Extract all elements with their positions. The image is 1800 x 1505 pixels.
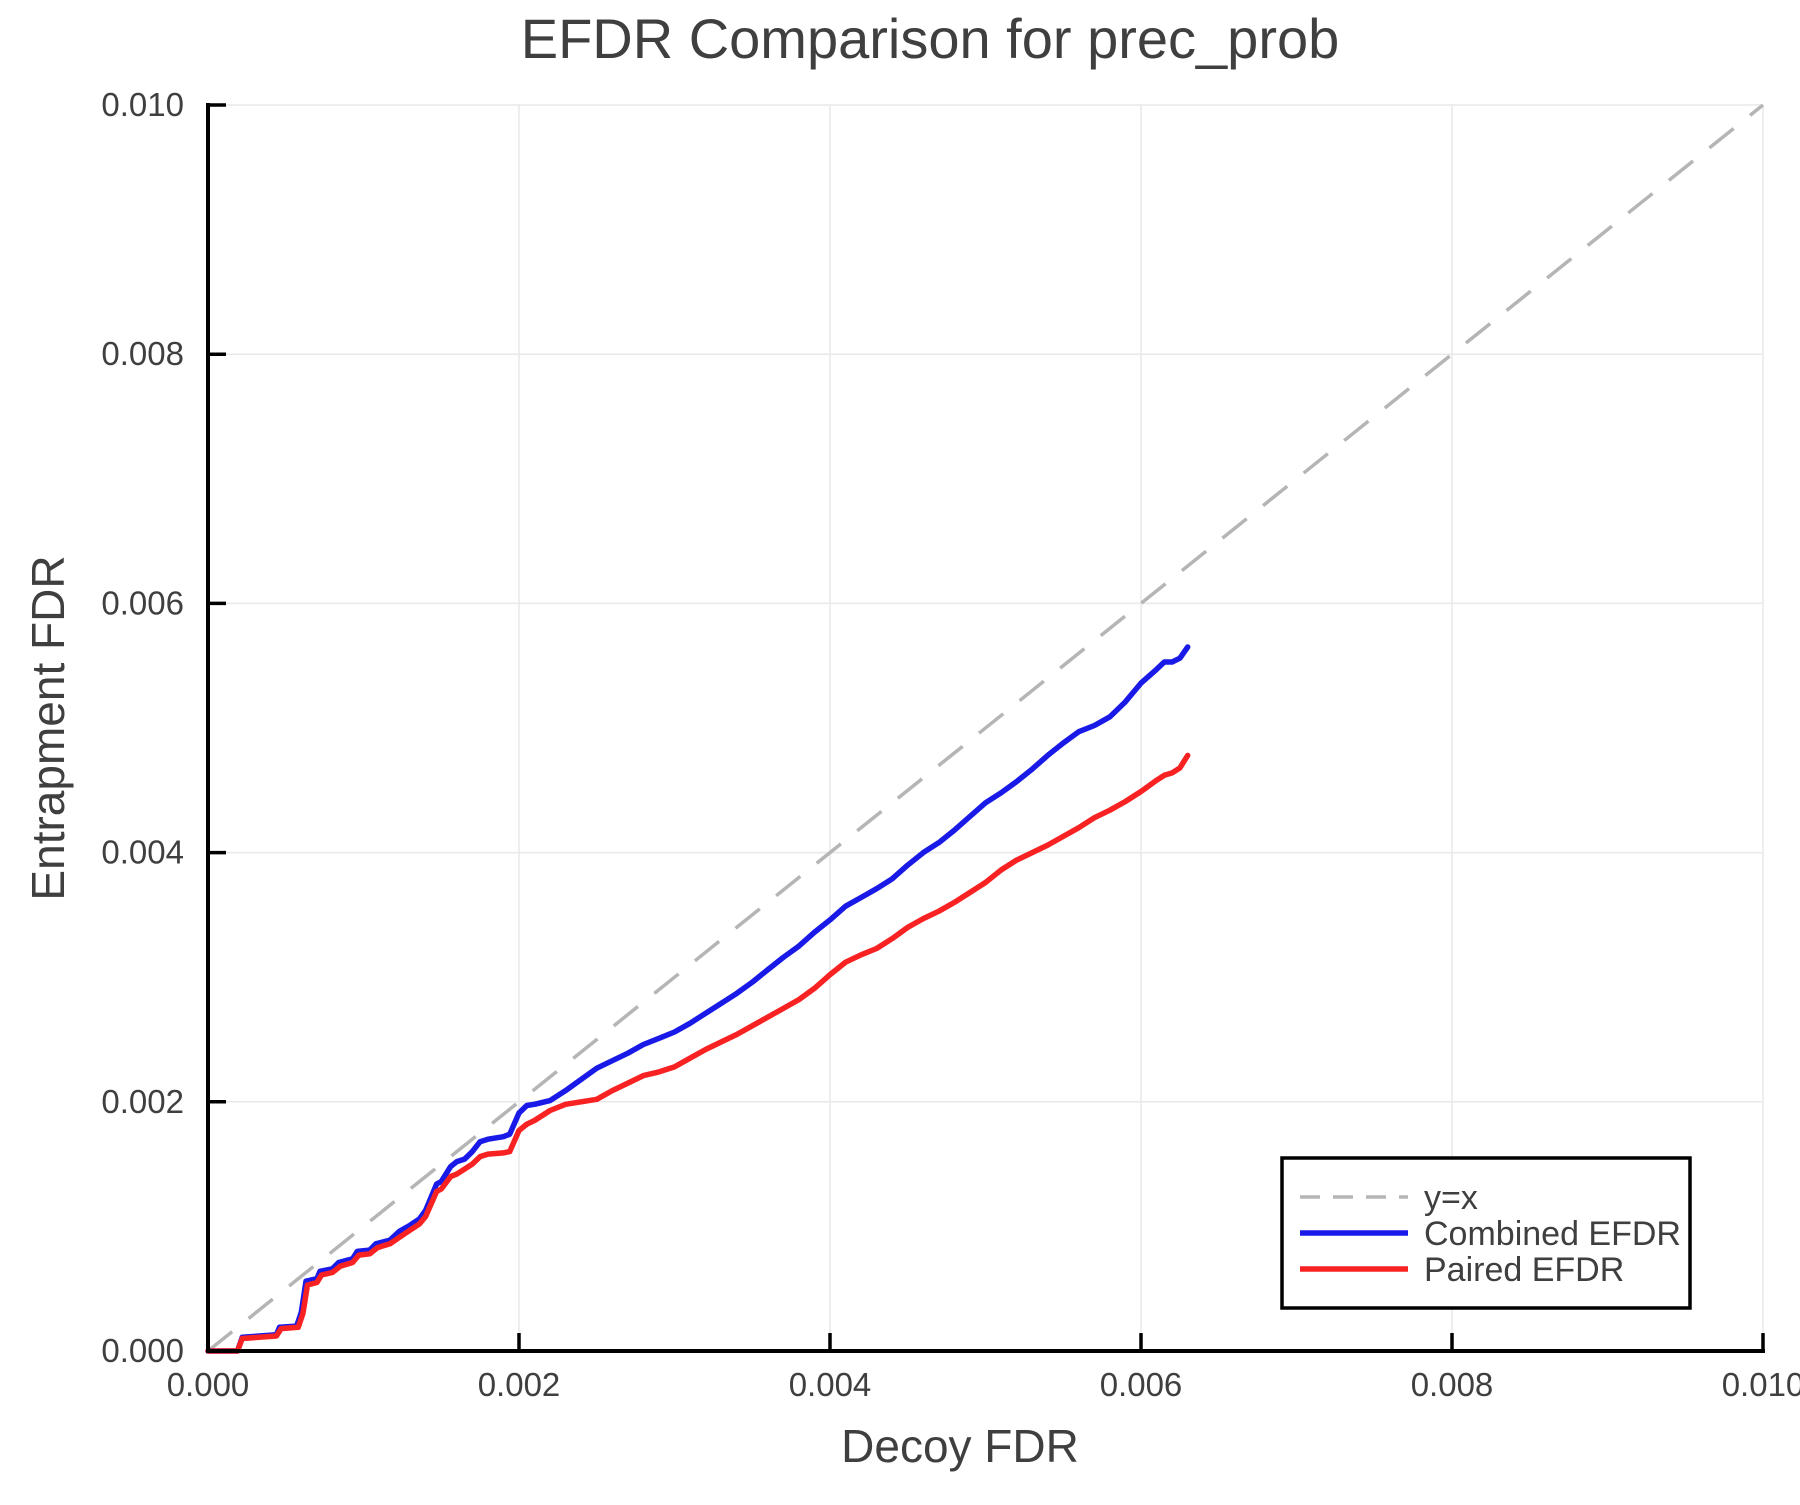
y-tick-label: 0.000 xyxy=(101,1332,184,1369)
legend-paired-label: Paired EFDR xyxy=(1424,1251,1624,1289)
x-tick-label: 0.006 xyxy=(1100,1366,1183,1403)
legend: y=x Combined EFDR Paired EFDR xyxy=(1280,1156,1692,1310)
legend-identity-label: y=x xyxy=(1424,1179,1478,1217)
paired-efdr-line xyxy=(205,752,1191,1354)
x-tick-label: 0.002 xyxy=(478,1366,561,1403)
y-tick-label: 0.010 xyxy=(101,86,184,123)
y-tick-label: 0.008 xyxy=(101,335,184,372)
identity-reference-line xyxy=(206,103,1765,1353)
tick-marks xyxy=(206,103,1765,1353)
y-axis-label: Entrapment FDR xyxy=(22,555,74,900)
x-tick-label: 0.010 xyxy=(1722,1366,1800,1403)
x-tick-label: 0.008 xyxy=(1411,1366,1494,1403)
y-tick-label: 0.006 xyxy=(101,584,184,621)
x-axis-label: Decoy FDR xyxy=(841,1420,1079,1472)
legend-item-identity: y=x xyxy=(1300,1179,1478,1217)
x-tick-label: 0.000 xyxy=(167,1366,250,1403)
chart-title: EFDR Comparison for prec_prob xyxy=(521,7,1340,70)
y-tick-label: 0.002 xyxy=(101,1083,184,1120)
axes-spines xyxy=(206,103,1765,1353)
legend-combined-label: Combined EFDR xyxy=(1424,1215,1681,1253)
y-tick-label: 0.004 xyxy=(101,834,184,871)
legend-item-paired: Paired EFDR xyxy=(1300,1251,1624,1289)
x-tick-label: 0.004 xyxy=(789,1366,872,1403)
combined-efdr-line xyxy=(205,644,1191,1354)
legend-item-combined: Combined EFDR xyxy=(1300,1215,1681,1253)
tick-labels: 0.000 0.002 0.004 0.006 0.008 0.010 0.000 0.002… xyxy=(101,86,1800,1403)
